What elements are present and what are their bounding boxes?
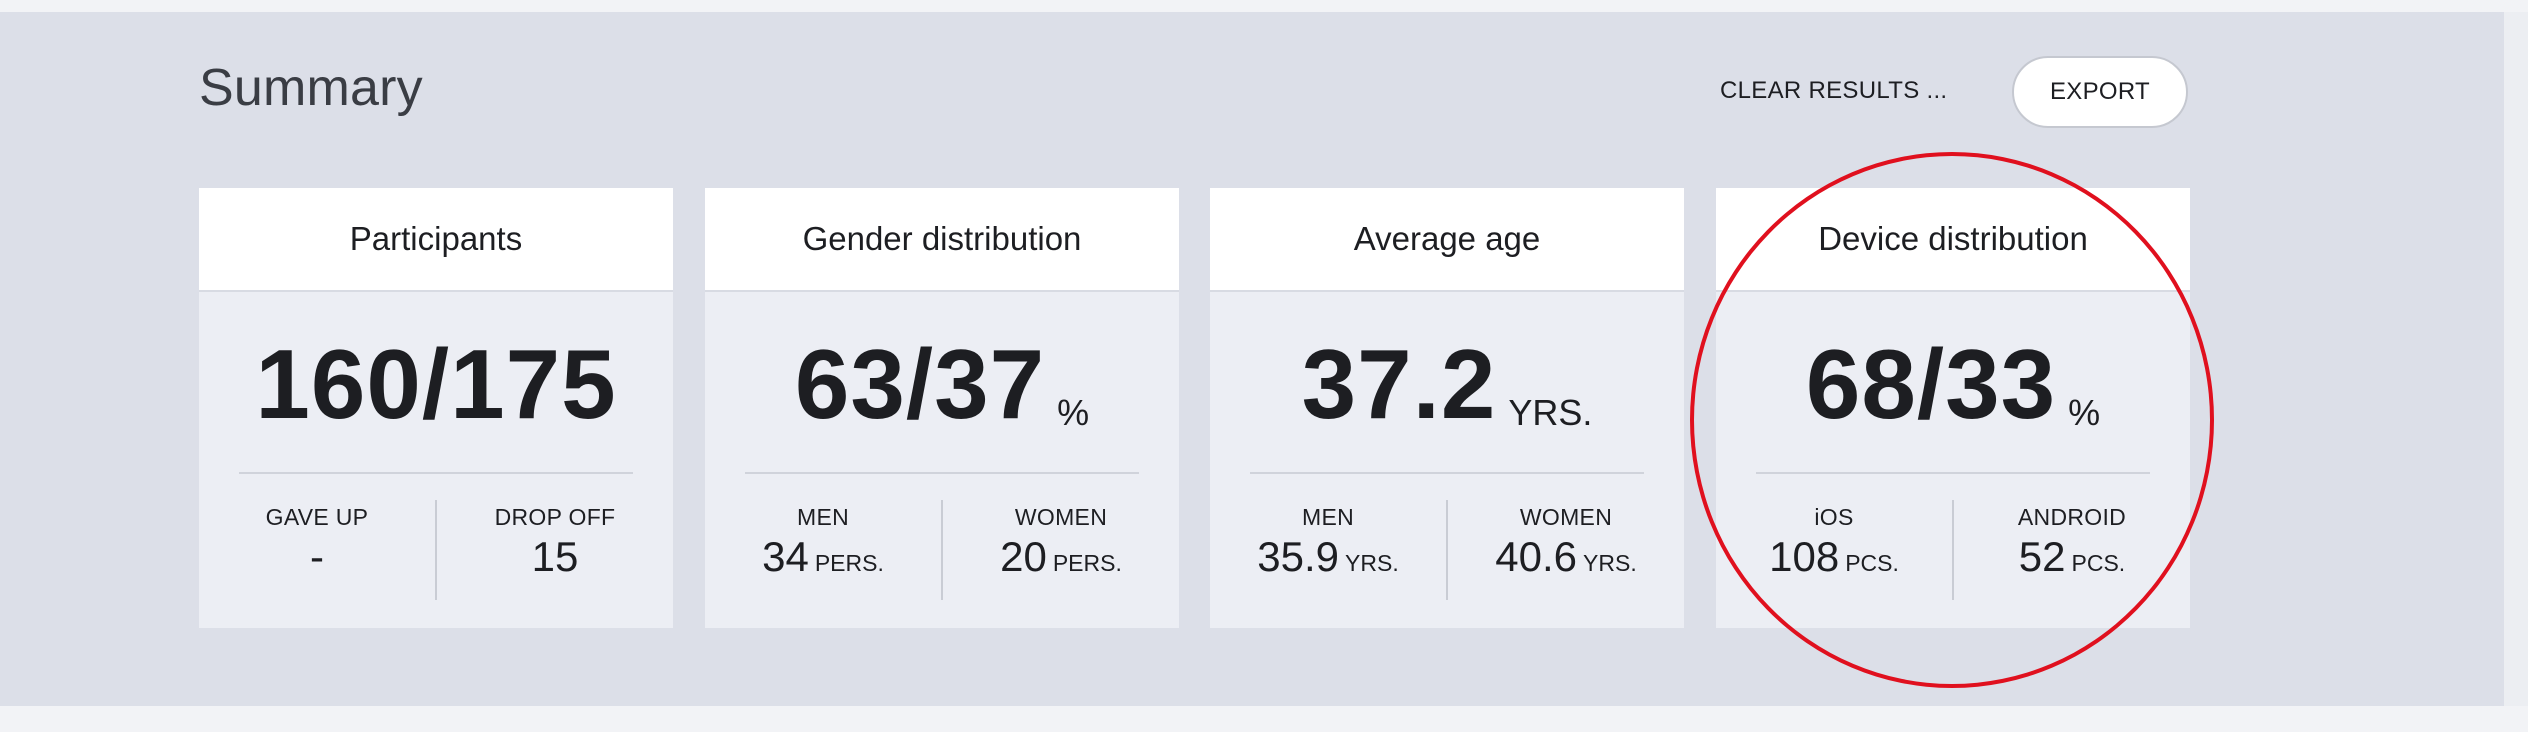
breakdown-label: MEN — [796, 504, 849, 530]
breakdown-value: - — [310, 533, 324, 580]
card-breakdown: MEN 35.9 YRS. WOMEN 40.6 YRS. — [1210, 500, 1684, 612]
breakdown-right: DROP OFF 15 — [437, 502, 673, 612]
gender-distribution-card: Gender distribution 63/37 % MEN 34 PERS.… — [705, 188, 1179, 628]
average-age-card: Average age 37.2 YRS. MEN 35.9 YRS. WOME… — [1210, 188, 1684, 628]
card-breakdown: iOS 108 PCS. ANDROID 52 PCS. — [1716, 500, 2190, 612]
breakdown-unit: PCS. — [1845, 550, 1899, 576]
card-breakdown: GAVE UP - DROP OFF 15 — [199, 500, 673, 612]
divider — [745, 472, 1139, 474]
participants-card: Participants 160/175 GAVE UP - DROP OFF … — [199, 188, 673, 628]
card-title: Average age — [1210, 188, 1684, 292]
main-value: 37.2 — [1301, 328, 1497, 439]
divider — [1250, 472, 1644, 474]
breakdown-label: WOMEN — [1014, 504, 1108, 530]
column-divider — [1446, 500, 1448, 600]
breakdown-left: MEN 35.9 YRS. — [1210, 502, 1446, 612]
breakdown-left: iOS 108 PCS. — [1716, 502, 1952, 612]
breakdown-value: 20 — [1000, 533, 1047, 580]
card-main-stat: 37.2 YRS. — [1210, 292, 1684, 472]
column-divider — [941, 500, 943, 600]
breakdown-label: iOS — [1814, 504, 1854, 530]
main-unit: % — [2068, 392, 2101, 433]
breakdown-right: WOMEN 40.6 YRS. — [1448, 502, 1684, 612]
breakdown-value: 52 — [2018, 533, 2066, 580]
scrollbar[interactable] — [2504, 12, 2528, 706]
card-breakdown: MEN 34 PERS. WOMEN 20 PERS. — [705, 500, 1179, 612]
breakdown-left: GAVE UP - — [199, 502, 435, 612]
divider — [239, 472, 633, 474]
card-title: Gender distribution — [705, 188, 1179, 292]
breakdown-unit: PERS. — [814, 550, 884, 576]
breakdown-value: 15 — [531, 533, 579, 580]
breakdown-label: ANDROID — [2017, 504, 2127, 530]
divider — [1756, 472, 2150, 474]
breakdown-right: ANDROID 52 PCS. — [1954, 502, 2190, 612]
column-divider — [435, 500, 437, 600]
main-value: 68/33 — [1805, 328, 2057, 439]
breakdown-unit: YRS. — [1345, 550, 1399, 576]
export-button[interactable]: EXPORT — [2012, 56, 2188, 128]
card-title: Participants — [199, 188, 673, 292]
main-unit: YRS. — [1508, 392, 1593, 433]
breakdown-label: GAVE UP — [265, 504, 369, 530]
breakdown-right: WOMEN 20 PERS. — [943, 502, 1179, 612]
breakdown-unit: PCS. — [2071, 550, 2126, 576]
breakdown-value: 34 — [762, 533, 809, 580]
breakdown-unit: PERS. — [1052, 550, 1122, 576]
card-main-stat: 63/37 % — [705, 292, 1179, 472]
device-distribution-card: Device distribution 68/33 % iOS 108 PCS.… — [1716, 188, 2190, 628]
breakdown-label: WOMEN — [1519, 504, 1613, 530]
card-main-stat: 160/175 — [199, 292, 673, 472]
main-value: 63/37 — [794, 328, 1046, 439]
column-divider — [1952, 500, 1954, 600]
card-title: Device distribution — [1716, 188, 2190, 292]
breakdown-label: MEN — [1301, 504, 1354, 530]
card-main-stat: 68/33 % — [1716, 292, 2190, 472]
breakdown-value: 108 — [1769, 533, 1840, 580]
clear-results-button[interactable]: CLEAR RESULTS ... — [1720, 58, 1960, 124]
breakdown-label: DROP OFF — [494, 504, 616, 530]
main-value: 160/175 — [255, 328, 617, 439]
breakdown-unit: YRS. — [1583, 550, 1637, 576]
breakdown-value: 35.9 — [1257, 533, 1340, 580]
page-title: Summary — [199, 59, 423, 117]
breakdown-value: 40.6 — [1495, 533, 1578, 580]
breakdown-left: MEN 34 PERS. — [705, 502, 941, 612]
main-unit: % — [1057, 392, 1090, 433]
